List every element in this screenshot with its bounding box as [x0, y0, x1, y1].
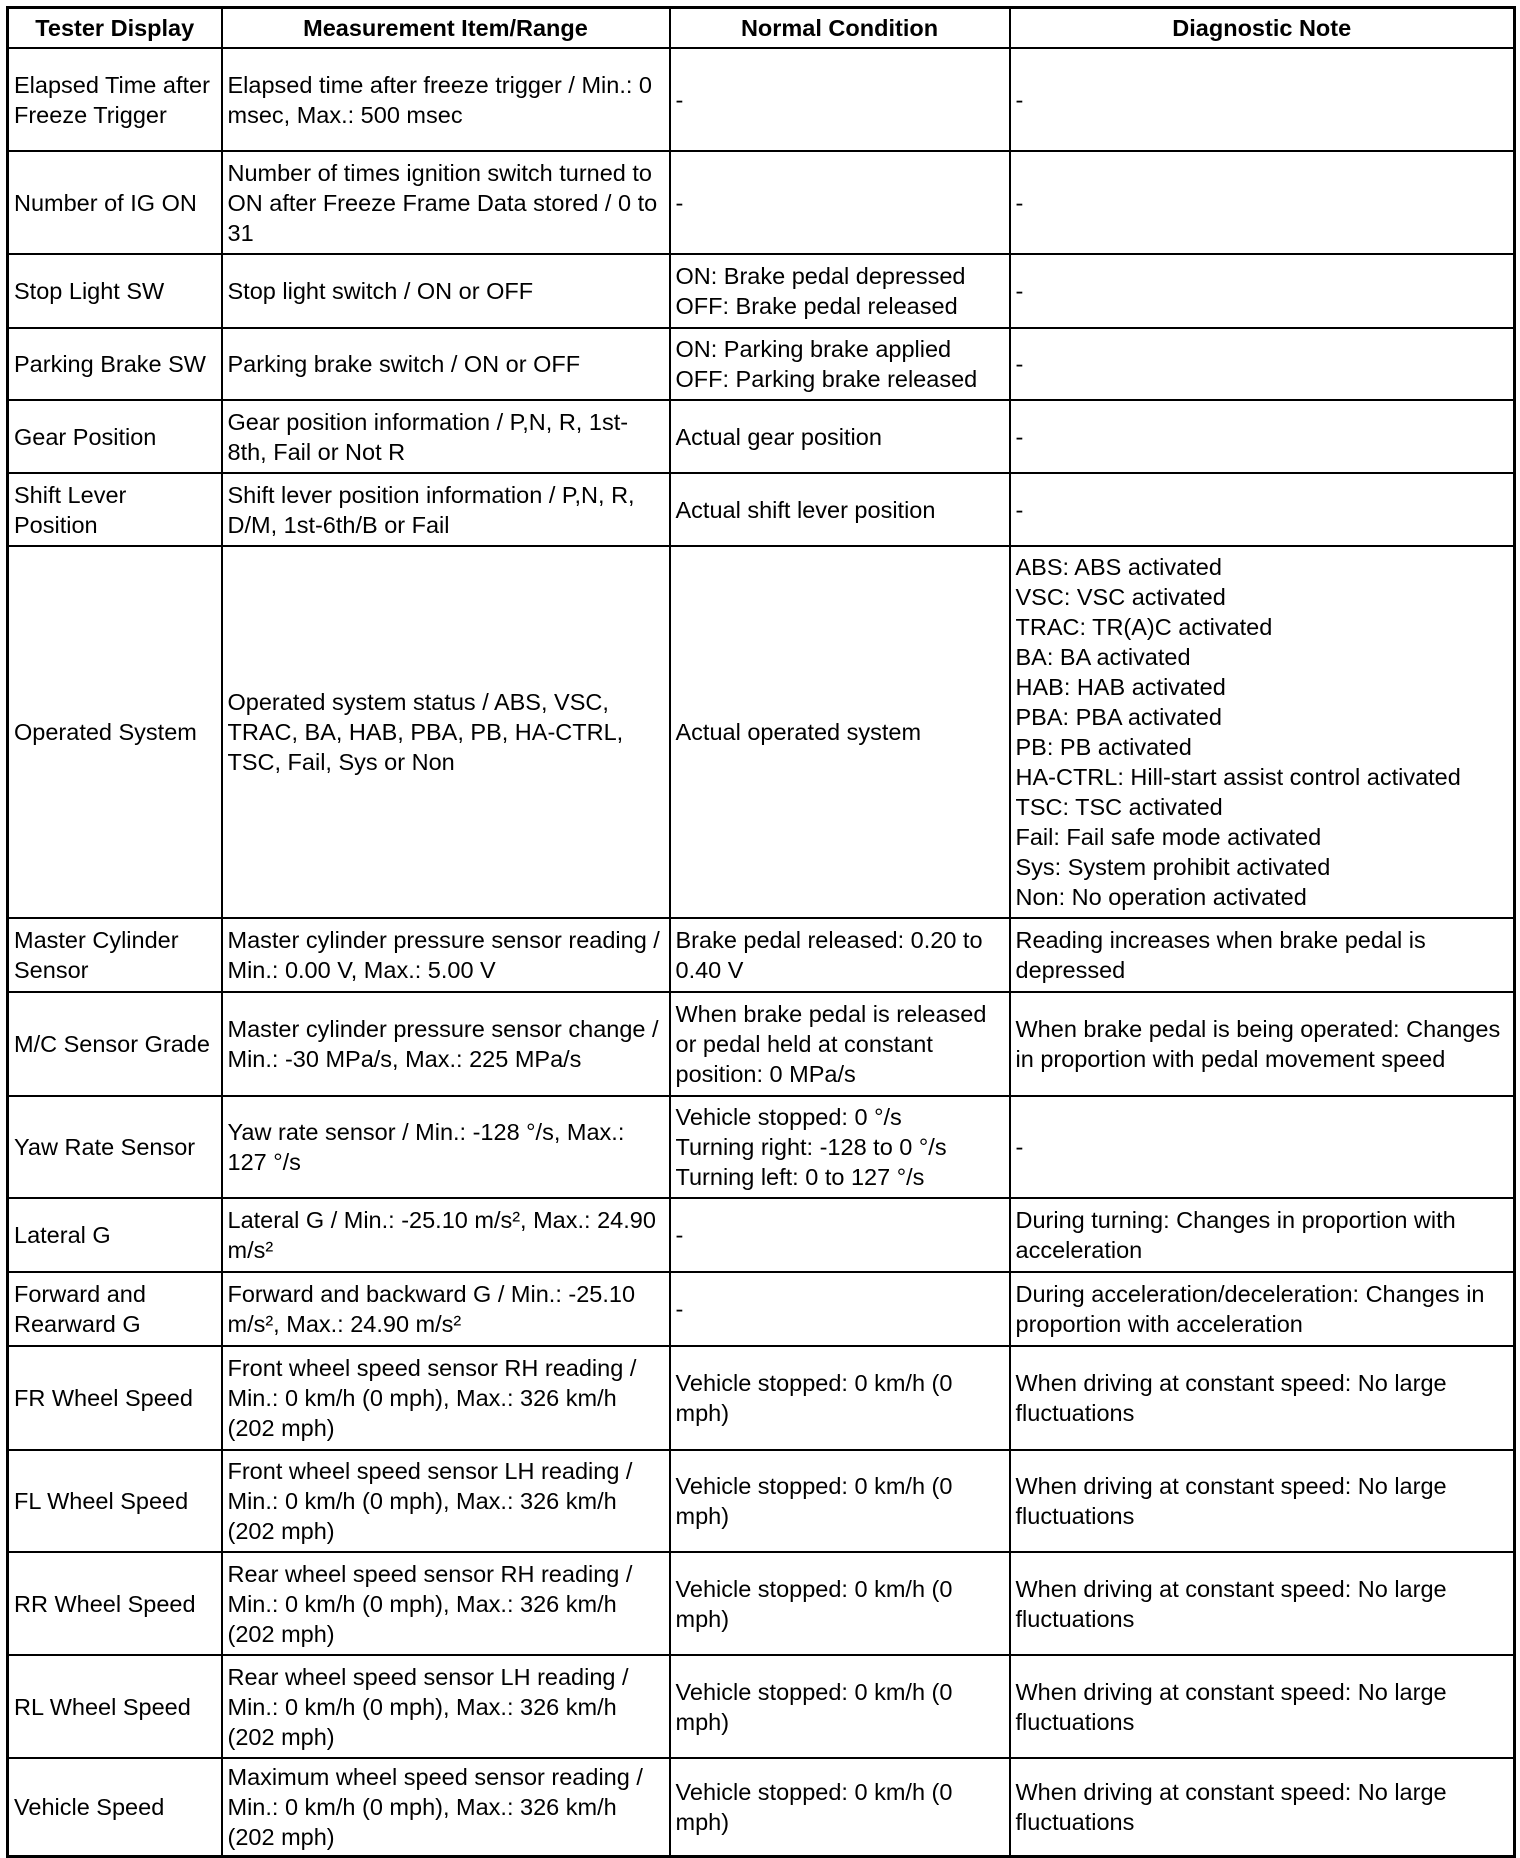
- cell-diagnostic-note: When driving at constant speed: No large…: [1008, 1345, 1516, 1451]
- table-row: Elapsed Time after Freeze Trigger Elapsed…: [6, 47, 1516, 152]
- table-row: FR Wheel Speed Front wheel speed sensor R…: [6, 1345, 1516, 1451]
- cell-diagnostic-note: -: [1008, 47, 1516, 152]
- cell-normal-condition: Vehicle stopped: 0 km/h (0 mph): [668, 1345, 1011, 1451]
- cell-measurement-item: Shift lever position information / P,N, …: [220, 472, 671, 547]
- cell-tester-display: Yaw Rate Sensor: [6, 1095, 223, 1199]
- table-row: Operated System Operated system status / …: [6, 545, 1516, 919]
- cell-tester-display: Shift Lever Position: [6, 472, 223, 547]
- data-list-table: Tester Display Measurement Item/Range No…: [6, 6, 1516, 1858]
- cell-tester-display: Lateral G: [6, 1197, 223, 1273]
- cell-normal-condition: Vehicle stopped: 0 °/s Turning right: -1…: [668, 1095, 1011, 1199]
- cell-normal-condition: -: [668, 47, 1011, 152]
- header-diagnostic-note: Diagnostic Note: [1008, 6, 1516, 49]
- table-row: Vehicle Speed Maximum wheel speed sensor …: [6, 1757, 1516, 1857]
- cell-tester-display: M/C Sensor Grade: [6, 991, 223, 1097]
- cell-measurement-item: Number of times ignition switch turned t…: [220, 150, 671, 255]
- cell-normal-condition: Vehicle stopped: 0 km/h (0 mph): [668, 1449, 1011, 1553]
- cell-measurement-item: Yaw rate sensor / Min.: -128 °/s, Max.: …: [220, 1095, 671, 1199]
- cell-measurement-item: Elapsed time after freeze trigger / Min.…: [220, 47, 671, 152]
- cell-tester-display: Operated System: [6, 545, 223, 919]
- cell-measurement-item: Front wheel speed sensor RH reading / Mi…: [220, 1345, 671, 1451]
- cell-diagnostic-note: When driving at constant speed: No large…: [1008, 1551, 1516, 1656]
- cell-measurement-item: Rear wheel speed sensor RH reading / Min…: [220, 1551, 671, 1656]
- cell-diagnostic-note: During turning: Changes in proportion wi…: [1008, 1197, 1516, 1273]
- cell-normal-condition: Actual operated system: [668, 545, 1011, 919]
- table-row: Gear Position Gear position information /…: [6, 399, 1516, 474]
- cell-diagnostic-note: -: [1008, 1095, 1516, 1199]
- cell-diagnostic-note: Reading increases when brake pedal is de…: [1008, 917, 1516, 993]
- table-row: Number of IG ON Number of times ignition …: [6, 150, 1516, 255]
- header-tester-display: Tester Display: [6, 6, 223, 49]
- cell-diagnostic-note: -: [1008, 399, 1516, 474]
- cell-diagnostic-note: -: [1008, 327, 1516, 401]
- cell-diagnostic-note: When brake pedal is being operated: Chan…: [1008, 991, 1516, 1097]
- cell-tester-display: Stop Light SW: [6, 253, 223, 329]
- cell-tester-display: Parking Brake SW: [6, 327, 223, 401]
- table-row: M/C Sensor Grade Master cylinder pressure…: [6, 991, 1516, 1097]
- cell-normal-condition: ON: Parking brake applied OFF: Parking b…: [668, 327, 1011, 401]
- table-row: Yaw Rate Sensor Yaw rate sensor / Min.: -…: [6, 1095, 1516, 1199]
- cell-normal-condition: Brake pedal released: 0.20 to 0.40 V: [668, 917, 1011, 993]
- cell-diagnostic-note: When driving at constant speed: No large…: [1008, 1449, 1516, 1553]
- cell-measurement-item: Gear position information / P,N, R, 1st-…: [220, 399, 671, 474]
- cell-tester-display: FR Wheel Speed: [6, 1345, 223, 1451]
- cell-diagnostic-note: -: [1008, 253, 1516, 329]
- cell-diagnostic-note: -: [1008, 472, 1516, 547]
- header-row: Tester Display Measurement Item/Range No…: [6, 6, 1516, 49]
- cell-tester-display: Vehicle Speed: [6, 1757, 223, 1857]
- cell-diagnostic-note: When driving at constant speed: No large…: [1008, 1757, 1516, 1857]
- cell-tester-display: Forward and Rearward G: [6, 1271, 223, 1347]
- cell-measurement-item: Parking brake switch / ON or OFF: [220, 327, 671, 401]
- cell-tester-display: Master Cylinder Sensor: [6, 917, 223, 993]
- cell-normal-condition: -: [668, 150, 1011, 255]
- table-row: Master Cylinder Sensor Master cylinder pr…: [6, 917, 1516, 993]
- cell-tester-display: Number of IG ON: [6, 150, 223, 255]
- cell-measurement-item: Maximum wheel speed sensor reading / Min…: [220, 1757, 671, 1857]
- cell-normal-condition: Actual shift lever position: [668, 472, 1011, 547]
- cell-measurement-item: Stop light switch / ON or OFF: [220, 253, 671, 329]
- cell-measurement-item: Front wheel speed sensor LH reading / Mi…: [220, 1449, 671, 1553]
- cell-normal-condition: -: [668, 1197, 1011, 1273]
- cell-normal-condition: -: [668, 1271, 1011, 1347]
- cell-tester-display: Elapsed Time after Freeze Trigger: [6, 47, 223, 152]
- cell-measurement-item: Master cylinder pressure sensor change /…: [220, 991, 671, 1097]
- table-row: Shift Lever Position Shift lever position…: [6, 472, 1516, 547]
- table-row: Parking Brake SW Parking brake switch / O…: [6, 327, 1516, 401]
- cell-measurement-item: Lateral G / Min.: -25.10 m/s², Max.: 24.…: [220, 1197, 671, 1273]
- cell-measurement-item: Forward and backward G / Min.: -25.10 m/…: [220, 1271, 671, 1347]
- cell-measurement-item: Master cylinder pressure sensor reading …: [220, 917, 671, 993]
- cell-measurement-item: Operated system status / ABS, VSC, TRAC,…: [220, 545, 671, 919]
- cell-tester-display: RR Wheel Speed: [6, 1551, 223, 1656]
- cell-normal-condition: Vehicle stopped: 0 km/h (0 mph): [668, 1654, 1011, 1759]
- table-row: Forward and Rearward G Forward and backwa…: [6, 1271, 1516, 1347]
- cell-normal-condition: Vehicle stopped: 0 km/h (0 mph): [668, 1757, 1011, 1857]
- table-row: Stop Light SW Stop light switch / ON or O…: [6, 253, 1516, 329]
- table-row: RR Wheel Speed Rear wheel speed sensor RH…: [6, 1551, 1516, 1656]
- cell-tester-display: RL Wheel Speed: [6, 1654, 223, 1759]
- cell-normal-condition: When brake pedal is released or pedal he…: [668, 991, 1011, 1097]
- cell-diagnostic-note: During acceleration/deceleration: Change…: [1008, 1271, 1516, 1347]
- cell-normal-condition: Actual gear position: [668, 399, 1011, 474]
- cell-normal-condition: ON: Brake pedal depressed OFF: Brake ped…: [668, 253, 1011, 329]
- header-normal-condition: Normal Condition: [668, 6, 1011, 49]
- cell-diagnostic-note: ABS: ABS activated VSC: VSC activated TR…: [1008, 545, 1516, 919]
- cell-diagnostic-note: -: [1008, 150, 1516, 255]
- header-measurement-item: Measurement Item/Range: [220, 6, 671, 49]
- cell-measurement-item: Rear wheel speed sensor LH reading / Min…: [220, 1654, 671, 1759]
- table-row: FL Wheel Speed Front wheel speed sensor L…: [6, 1449, 1516, 1553]
- cell-tester-display: Gear Position: [6, 399, 223, 474]
- table-row: Lateral G Lateral G / Min.: -25.10 m/s², …: [6, 1197, 1516, 1273]
- cell-tester-display: FL Wheel Speed: [6, 1449, 223, 1553]
- cell-diagnostic-note: When driving at constant speed: No large…: [1008, 1654, 1516, 1759]
- table-row: RL Wheel Speed Rear wheel speed sensor LH…: [6, 1654, 1516, 1759]
- cell-normal-condition: Vehicle stopped: 0 km/h (0 mph): [668, 1551, 1011, 1656]
